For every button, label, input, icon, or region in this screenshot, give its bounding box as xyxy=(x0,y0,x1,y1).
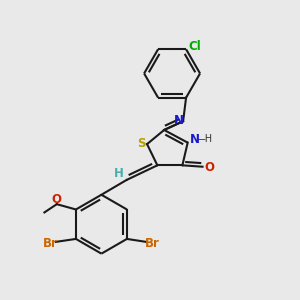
Text: O: O xyxy=(205,161,214,174)
Text: H: H xyxy=(114,167,124,180)
Text: N: N xyxy=(174,114,184,127)
Text: S: S xyxy=(137,137,146,150)
Text: Br: Br xyxy=(43,237,57,250)
Text: Br: Br xyxy=(145,237,159,250)
Text: Cl: Cl xyxy=(188,40,201,53)
Text: N: N xyxy=(190,133,200,146)
Text: O: O xyxy=(51,193,61,206)
Text: —H: —H xyxy=(196,134,213,144)
